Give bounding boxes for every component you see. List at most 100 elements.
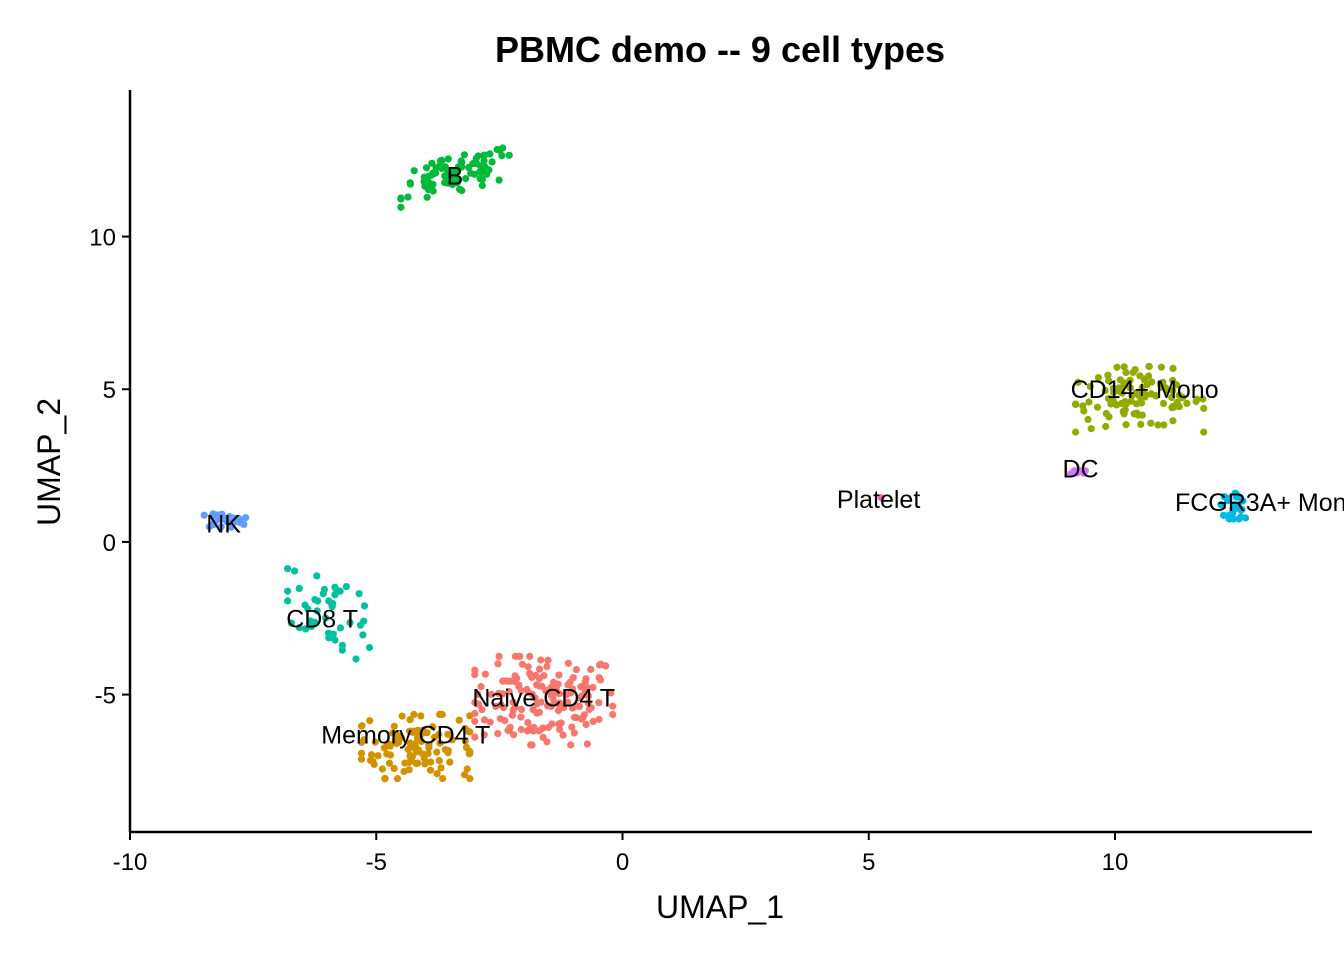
data-point [1104,371,1112,379]
chart-title: PBMC demo -- 9 cell types [495,29,945,70]
data-point [406,179,414,187]
data-point [486,150,494,158]
data-point [1235,515,1243,523]
x-tick-label: 5 [862,849,875,876]
data-point [410,710,418,719]
data-point [1239,497,1247,505]
data-point [1160,399,1168,408]
data-point [1169,387,1177,395]
data-point [302,625,310,633]
data-point [463,765,471,773]
data-point [544,723,553,732]
data-point [423,180,431,188]
data-point [559,731,567,739]
data-point [1080,407,1088,415]
data-point [471,671,479,679]
data-point [1066,470,1075,478]
data-point [313,572,321,580]
data-point [371,738,379,746]
data-point [417,737,426,746]
data-point [397,203,405,211]
data-point [511,672,519,680]
data-point [1094,374,1102,382]
data-point [441,746,449,754]
data-point [452,178,460,186]
data-point [423,729,431,737]
data-point [227,513,235,522]
data-point [200,511,208,519]
data-point [1160,421,1168,429]
data-point [1237,506,1245,514]
data-point [578,692,586,700]
x-axis-ticks: -10 -5 0 5 10 [113,832,1129,876]
data-point [517,725,525,734]
data-point [537,656,545,664]
data-point [543,663,551,671]
cluster-label-platelet: Platelet [837,486,920,514]
data-point [487,690,495,699]
data-point [441,163,449,171]
data-point [1086,382,1094,391]
data-point [397,195,405,203]
data-point [1072,428,1080,436]
data-point [511,652,519,661]
data-point [1138,411,1146,419]
data-point [1120,410,1128,418]
data-point [460,151,468,159]
data-point [517,705,526,714]
data-point [422,164,431,172]
data-point [575,702,584,711]
data-point [1159,378,1167,386]
data-point [563,698,572,706]
data-point [331,591,339,599]
data-point [466,712,474,720]
data-point [1217,501,1225,509]
data-point [390,722,398,730]
data-point [217,523,225,531]
data-point [419,750,427,758]
data-point [311,596,319,604]
data-point [1168,393,1176,401]
data-point [496,146,504,154]
data-point [352,655,360,663]
data-point [526,652,534,661]
data-point [478,181,486,190]
data-point [393,775,402,783]
data-point [429,723,437,731]
data-point [460,771,469,779]
data-point [425,172,433,180]
data-point [1122,400,1130,408]
data-point [240,520,248,529]
data-point [584,692,593,700]
data-point [572,666,581,674]
data-point [589,717,597,726]
data-point [1183,399,1191,407]
data-point [400,767,408,776]
data-point [439,775,447,783]
data-point [544,656,552,664]
cluster-label-b: B [447,163,464,191]
data-point [1128,392,1136,400]
data-point [466,775,474,783]
data-point [448,736,456,744]
x-tick-label: 0 [616,849,629,876]
data-point [509,731,518,739]
data-point [1122,421,1130,429]
data-point [509,706,517,714]
data-point [475,700,483,709]
data-point [455,716,463,724]
data-point [458,186,466,195]
data-point [383,750,391,758]
data-point [369,757,377,765]
x-tick-label: 10 [1102,849,1129,876]
data-point [518,660,527,668]
data-point [595,699,603,707]
data-point [547,692,556,700]
data-point [1200,404,1208,412]
data-point [589,683,597,692]
data-point [405,758,413,766]
data-point [595,715,603,724]
y-axis-ticks: -5 0 5 10 [89,225,130,710]
data-point [360,602,369,610]
